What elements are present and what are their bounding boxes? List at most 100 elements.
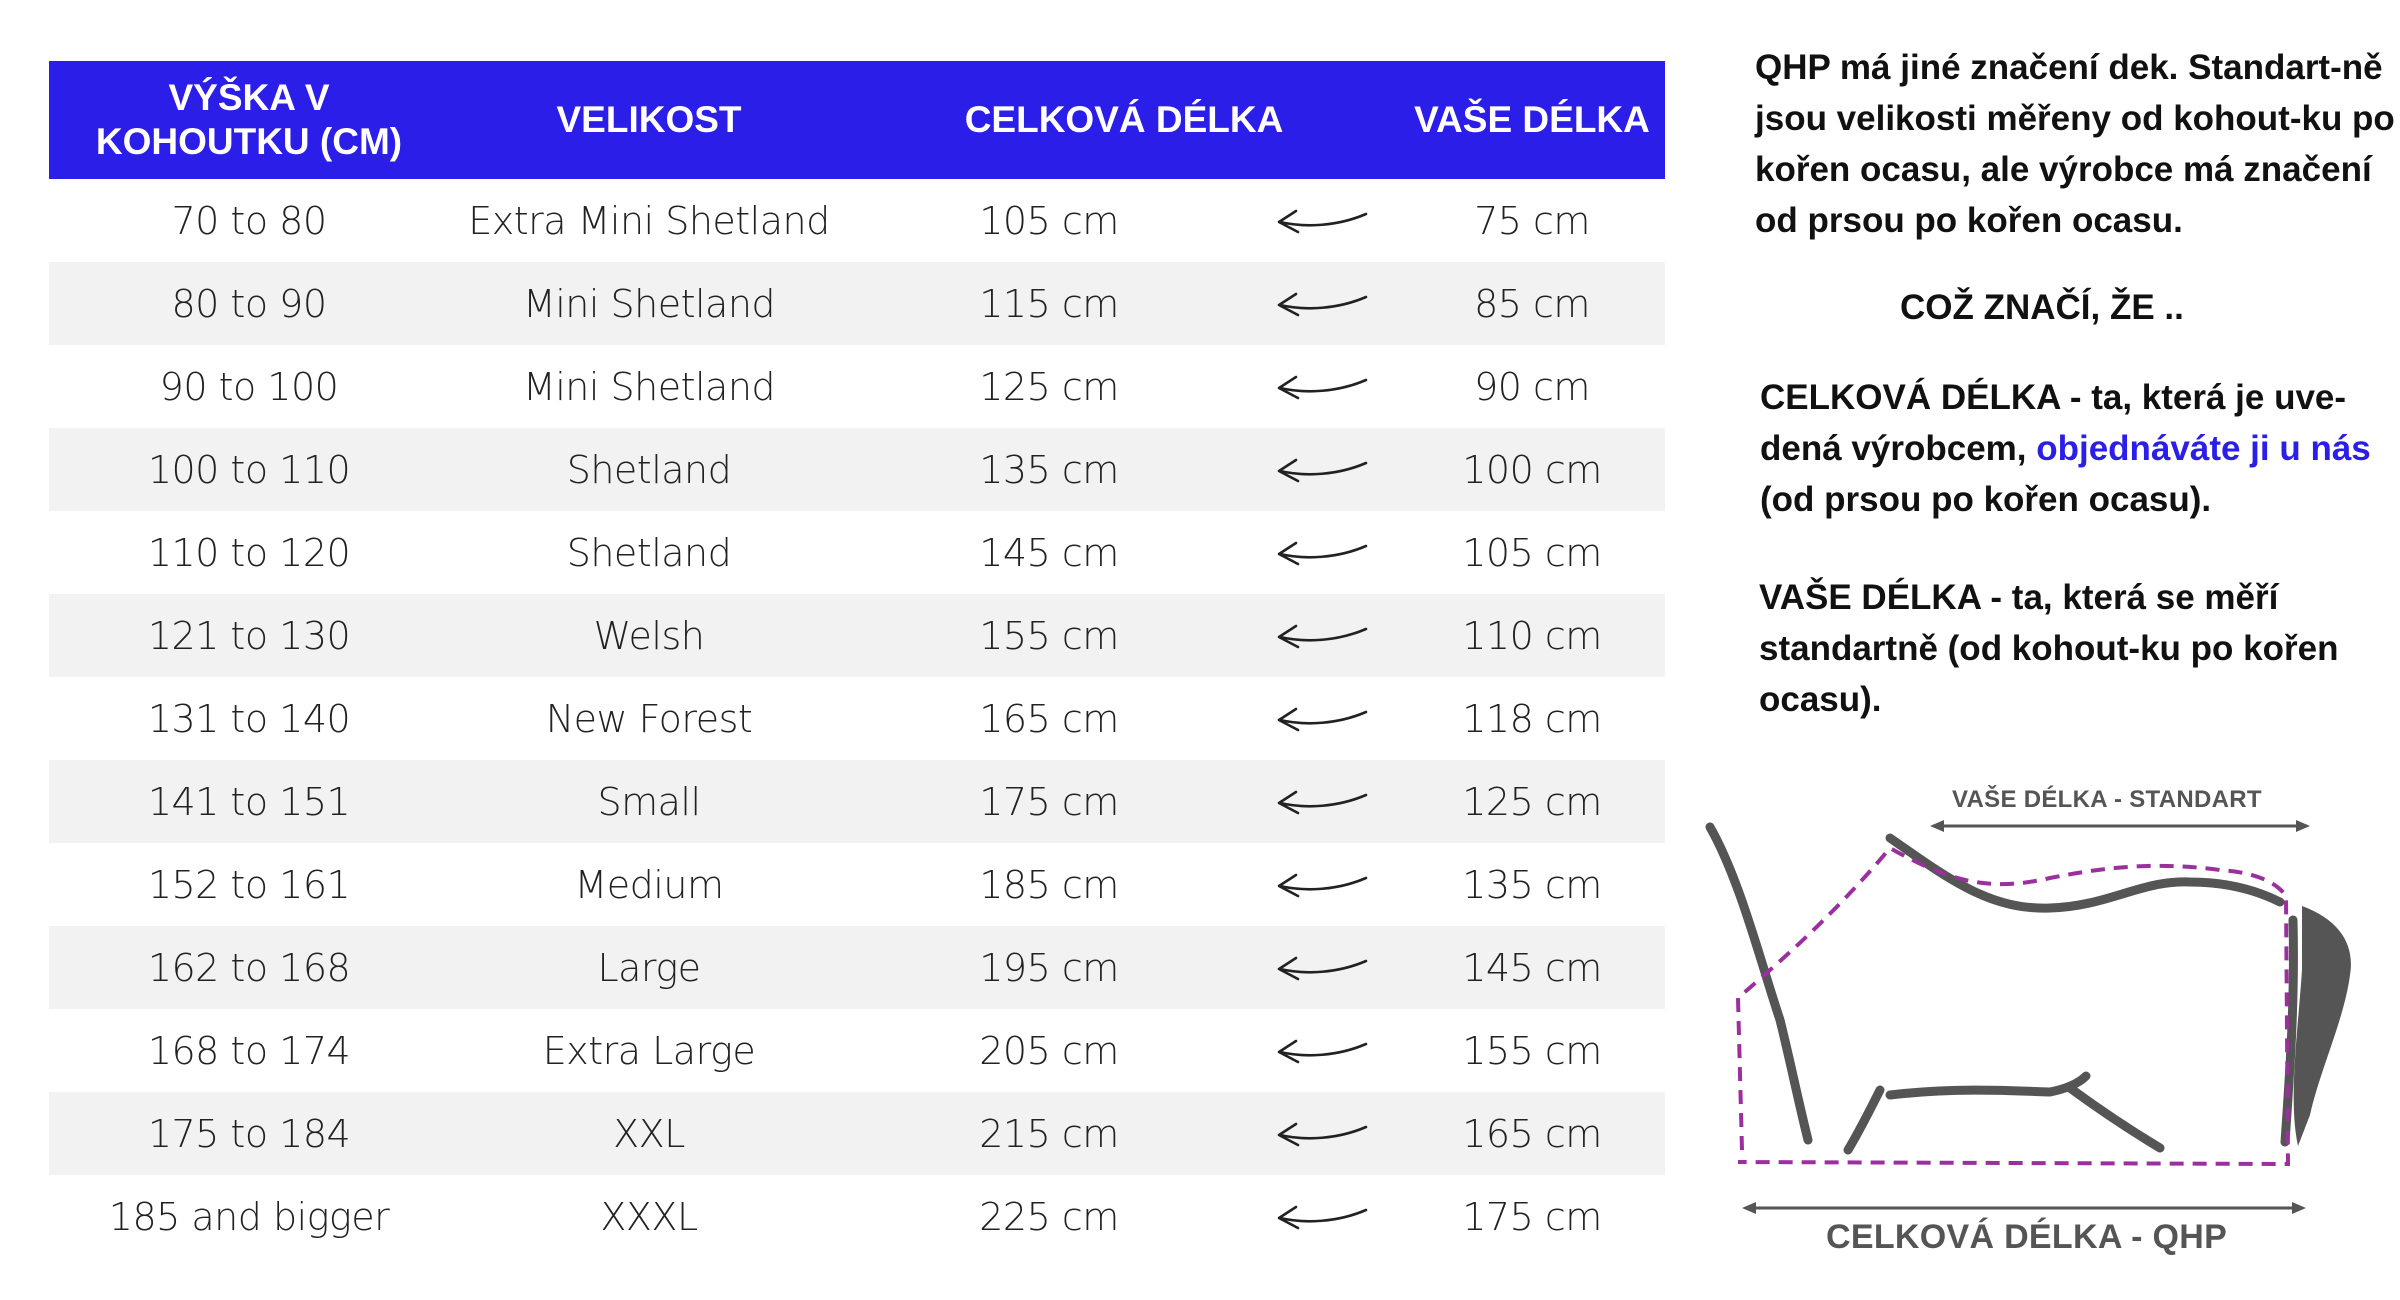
arrow-cell xyxy=(1249,345,1399,428)
height-cell: 185 and bigger xyxy=(108,1194,390,1239)
double-arrow-icon xyxy=(1930,820,2310,832)
total-length-cell: 145 cm xyxy=(979,530,1119,575)
left-arrow-icon xyxy=(1277,292,1368,316)
height-cell: 175 to 184 xyxy=(49,1092,449,1175)
your-length-cell: 155 cm xyxy=(1462,1028,1602,1073)
size-cell: Medium xyxy=(574,862,724,907)
height-cell: 90 to 100 xyxy=(159,364,339,409)
height-cell: 162 to 168 xyxy=(49,926,449,1009)
size-cell: Extra Mini Shetland xyxy=(468,198,830,243)
info-total-length-part1: CELKOVÁ DÉLKA - ta, která je uve-dená vý… xyxy=(1760,378,2347,468)
height-cell: 131 to 140 xyxy=(147,696,351,741)
size-cell: Shetland xyxy=(449,428,849,511)
header-size: VELIKOST xyxy=(449,61,849,179)
size-cell: XXXL xyxy=(600,1194,698,1239)
total-length-cell: 155 cm xyxy=(849,594,1249,677)
table-row: 100 to 110 Shetland 135 cm 100 cm xyxy=(49,428,1665,511)
info-order-highlight: objednáváte ji u nás xyxy=(2036,429,2371,468)
your-length-cell: 110 cm xyxy=(1399,594,1665,677)
arrow-cell xyxy=(1249,1092,1399,1175)
arrow-cell xyxy=(1249,1009,1399,1092)
arrow-cell xyxy=(1249,428,1399,511)
left-arrow-icon xyxy=(1277,209,1368,233)
table-row: 110 to 120 Shetland 145 cm 105 cm xyxy=(49,511,1665,594)
table-row: 141 to 151 Small 175 cm 125 cm xyxy=(49,760,1665,843)
left-arrow-icon xyxy=(1277,458,1368,482)
table-row: 162 to 168 Large 195 cm 145 cm xyxy=(49,926,1665,1009)
size-cell: New Forest xyxy=(545,696,753,741)
diagram-top-label: VAŠE DÉLKA - STANDART xyxy=(1952,786,2262,813)
diagram-bottom-label: CELKOVÁ DÉLKA - QHP xyxy=(1826,1218,2228,1256)
header-height: VÝŠKA V KOHOUTKU (CM) xyxy=(49,61,449,179)
total-length-cell: 165 cm xyxy=(979,696,1119,741)
left-arrow-icon xyxy=(1277,375,1368,399)
horse-outline-icon xyxy=(1705,820,2351,1214)
arrow-cell xyxy=(1249,262,1399,345)
info-intro-text: QHP má jiné značení dek. Standart-ně jso… xyxy=(1755,48,2395,240)
left-arrow-icon xyxy=(1277,956,1368,980)
table-row: 131 to 140 New Forest 165 cm 118 cm xyxy=(49,677,1665,760)
size-cell: Mini Shetland xyxy=(522,364,776,409)
size-cell: XXL xyxy=(449,1092,849,1175)
arrow-cell xyxy=(1249,760,1399,843)
left-arrow-icon xyxy=(1277,873,1368,897)
total-length-cell: 125 cm xyxy=(979,364,1119,409)
your-length-cell: 75 cm xyxy=(1474,198,1590,243)
total-length-cell: 215 cm xyxy=(849,1092,1249,1175)
your-length-cell: 175 cm xyxy=(1462,1194,1602,1239)
arrow-cell xyxy=(1249,677,1399,760)
table-header-row: VÝŠKA V KOHOUTKU (CM) VELIKOST CELKOVÁ D… xyxy=(49,61,1665,179)
height-cell: 152 to 161 xyxy=(147,862,351,907)
total-length-cell: 195 cm xyxy=(849,926,1249,1009)
total-length-cell: 225 cm xyxy=(979,1194,1119,1239)
double-arrow-icon xyxy=(1742,1202,2306,1214)
left-arrow-icon xyxy=(1277,707,1368,731)
table-row: 70 to 80 Extra Mini Shetland 105 cm 75 cm xyxy=(49,179,1665,262)
table-row: 90 to 100 Mini Shetland 125 cm 90 cm xyxy=(49,345,1665,428)
left-arrow-icon xyxy=(1277,1039,1368,1063)
table-row: 175 to 184 XXL 215 cm 165 cm xyxy=(49,1092,1665,1175)
height-cell: 168 to 174 xyxy=(147,1028,351,1073)
info-meaning-heading: COŽ ZNAČÍ, ŽE .. xyxy=(1900,288,2184,327)
total-length-cell: 105 cm xyxy=(979,198,1119,243)
left-arrow-icon xyxy=(1277,1205,1368,1229)
total-length-cell: 205 cm xyxy=(979,1028,1119,1073)
height-cell: 121 to 130 xyxy=(49,594,449,677)
arrow-cell xyxy=(1249,594,1399,677)
size-cell: Welsh xyxy=(449,594,849,677)
left-arrow-icon xyxy=(1277,624,1368,648)
arrow-cell xyxy=(1249,179,1399,262)
total-length-cell: 175 cm xyxy=(849,760,1249,843)
table-row: 185 and bigger XXXL 225 cm 175 cm xyxy=(49,1175,1665,1258)
info-your-length-text: VAŠE DÉLKA - ta, která se měří standartn… xyxy=(1759,578,2339,719)
size-cell: Small xyxy=(449,760,849,843)
left-arrow-icon xyxy=(1277,790,1368,814)
height-cell: 100 to 110 xyxy=(49,428,449,511)
your-length-cell: 118 cm xyxy=(1462,696,1602,741)
table-row: 168 to 174 Extra Large 205 cm 155 cm xyxy=(49,1009,1665,1092)
your-length-cell: 145 cm xyxy=(1399,926,1665,1009)
table-row: 80 to 90 Mini Shetland 115 cm 85 cm xyxy=(49,262,1665,345)
your-length-cell: 135 cm xyxy=(1462,862,1602,907)
height-cell: 110 to 120 xyxy=(147,530,351,575)
left-arrow-icon xyxy=(1277,1122,1368,1146)
height-cell: 141 to 151 xyxy=(49,760,449,843)
header-total-length: CELKOVÁ DÉLKA xyxy=(849,61,1399,179)
size-cell: Shetland xyxy=(566,530,732,575)
header-your-length: VAŠE DÉLKA xyxy=(1399,61,1665,179)
total-length-cell: 185 cm xyxy=(979,862,1119,907)
your-length-cell: 85 cm xyxy=(1399,262,1665,345)
your-length-cell: 125 cm xyxy=(1399,760,1665,843)
table-row: 152 to 161 Medium 185 cm 135 cm xyxy=(49,843,1665,926)
table-row: 121 to 130 Welsh 155 cm 110 cm xyxy=(49,594,1665,677)
height-cell: 80 to 90 xyxy=(49,262,449,345)
table-body: 70 to 80 Extra Mini Shetland 105 cm 75 cm 80… xyxy=(49,179,1665,1258)
arrow-cell xyxy=(1249,843,1399,926)
info-total-length-part2: (od prsou po kořen ocasu). xyxy=(1760,480,2212,519)
your-length-cell: 100 cm xyxy=(1399,428,1665,511)
your-length-cell: 165 cm xyxy=(1399,1092,1665,1175)
info-total-length-text: CELKOVÁ DÉLKA - ta, která je uve-dená vý… xyxy=(1760,372,2400,525)
size-cell: Large xyxy=(449,926,849,1009)
size-cell: Mini Shetland xyxy=(449,262,849,345)
arrow-cell xyxy=(1249,511,1399,594)
